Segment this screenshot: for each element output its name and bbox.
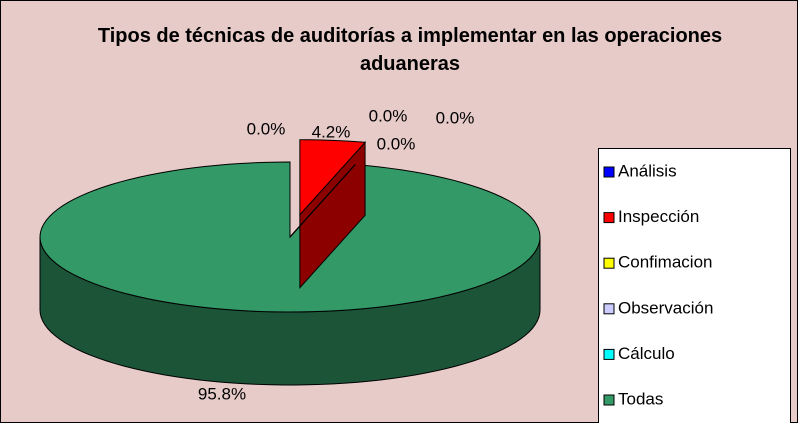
legend-swatch [603,166,615,178]
slice [289,164,356,238]
slice [299,139,367,216]
data-label: 0.0% [369,106,408,125]
data-label: 0.0% [436,108,475,127]
data-label: 0.0% [377,134,416,153]
legend-label: Todas [618,389,663,408]
legend-label: Cálculo [618,344,675,363]
chart-title: Tipos de técnicas de auditorías a implem… [97,25,723,75]
data-label: 0.0% [247,119,286,138]
legend-label: Inspección [618,207,699,226]
legend-box [598,148,791,423]
legend-swatch [603,303,615,315]
legend-label: Confimacion [618,253,713,272]
data-label: 95.8% [198,384,246,403]
data-label: 4.2% [312,122,351,141]
legend-label: Análisis [618,161,677,180]
legend-swatch [603,257,615,269]
legend-swatch [603,348,615,360]
legend-swatch [603,394,615,406]
legend-swatch [603,212,615,224]
legend-label: Observación [618,298,713,317]
